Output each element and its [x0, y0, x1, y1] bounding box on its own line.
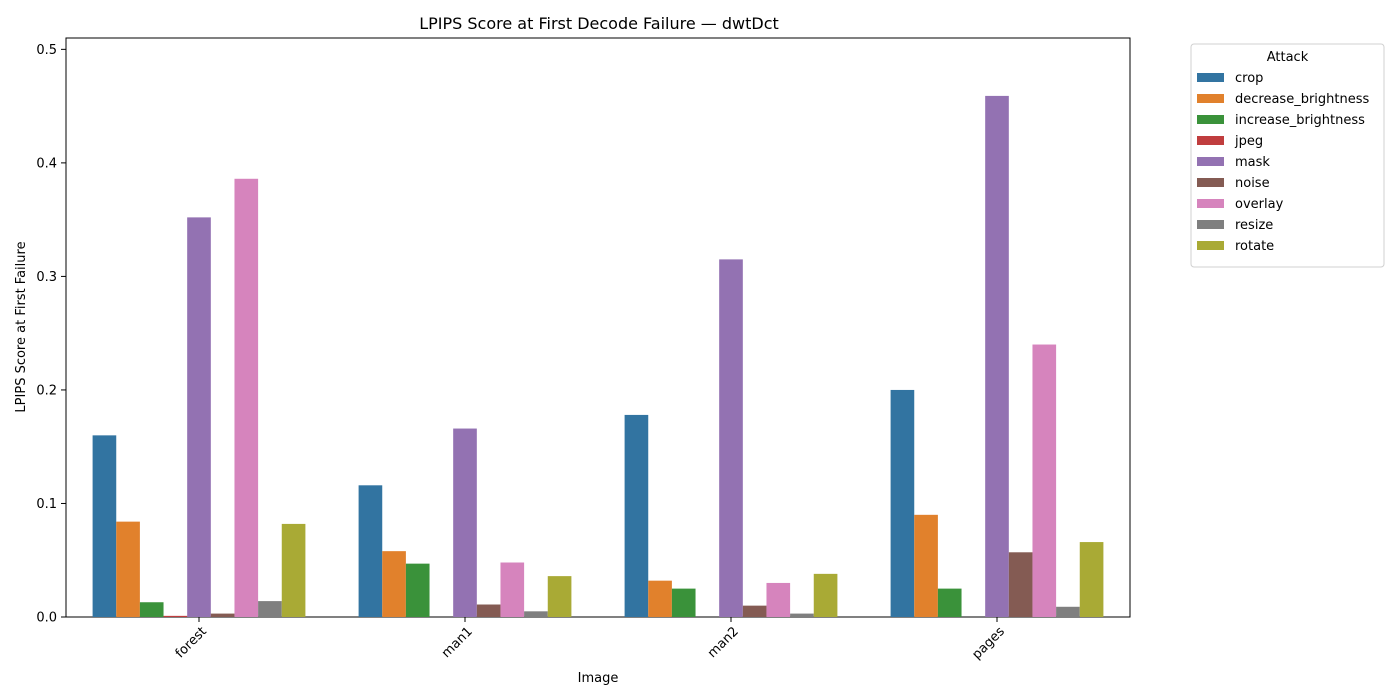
bar-noise-man1 [476, 604, 501, 617]
bar-crop-pages [890, 389, 915, 617]
x-axis-label: Image [578, 671, 619, 686]
y-tick-label: 0.3 [36, 270, 57, 285]
legend-label-crop: crop [1235, 71, 1263, 86]
bar-rotate-man1 [547, 576, 572, 617]
bar-decrease_brightness-forest [116, 521, 140, 617]
legend-swatch-rotate [1197, 241, 1224, 250]
legend-swatch-mask [1197, 157, 1224, 166]
legend-title: Attack [1267, 50, 1309, 65]
legend-swatch-resize [1197, 220, 1224, 229]
bar-overlay-forest [234, 178, 259, 617]
y-tick-label: 0.4 [36, 156, 57, 171]
legend-swatch-jpeg [1197, 136, 1224, 145]
bar-rotate-pages [1079, 542, 1104, 617]
bar-mask-man1 [453, 428, 477, 617]
legend-swatch-overlay [1197, 199, 1224, 208]
bar-crop-man2 [624, 414, 649, 617]
bar-rotate-forest [281, 523, 306, 617]
y-tick-label: 0.0 [36, 611, 57, 626]
y-tick-label: 0.5 [36, 43, 57, 58]
bar-resize-forest [258, 601, 282, 617]
bar-overlay-man2 [766, 582, 791, 617]
bar-overlay-pages [1032, 344, 1057, 617]
legend-label-resize: resize [1235, 218, 1273, 233]
bar-noise-pages [1008, 552, 1033, 617]
x-tick-label: man2 [705, 624, 742, 661]
legend-label-overlay: overlay [1235, 197, 1284, 212]
bar-resize-man2 [790, 613, 814, 617]
legend-label-jpeg: jpeg [1234, 134, 1263, 149]
x-tick-label: pages [969, 624, 1008, 663]
bar-jpeg-forest [163, 615, 188, 617]
y-axis-label: LPIPS Score at First Failure [14, 241, 29, 412]
bar-crop-forest [92, 435, 117, 617]
bar-noise-man2 [742, 605, 767, 617]
bar-resize-man1 [524, 611, 548, 617]
y-tick-label: 0.2 [36, 383, 57, 398]
bar-noise-forest [210, 613, 235, 617]
bar-rotate-man2 [813, 573, 838, 617]
legend: Attack crop decrease_brightness increase_br… [1190, 43, 1385, 268]
bar-increase_brightness-pages [937, 588, 962, 617]
x-tick-label: man1 [439, 624, 476, 661]
legend-box [1190, 43, 1385, 268]
legend-label-increase_brightness: increase_brightness [1235, 113, 1365, 128]
bar-increase_brightness-forest [139, 602, 164, 617]
bar-mask-man2 [719, 259, 743, 617]
x-tick-label: forest [173, 624, 210, 661]
bar-overlay-man1 [500, 562, 525, 617]
plot-area: 0.0 0.1 0.2 0.3 0.4 0.5 forest man1 man2 pages [36, 37, 1131, 663]
legend-label-rotate: rotate [1235, 239, 1274, 254]
bar-resize-pages [1056, 606, 1080, 617]
bar-crop-man1 [358, 485, 383, 617]
bar-decrease_brightness-man1 [382, 551, 406, 617]
bar-decrease_brightness-pages [914, 514, 938, 617]
bar-decrease_brightness-man2 [648, 580, 672, 617]
y-tick-label: 0.1 [36, 497, 57, 512]
bar-increase_brightness-man1 [405, 563, 430, 617]
legend-label-noise: noise [1235, 176, 1270, 191]
plot-frame [65, 37, 1131, 618]
legend-swatch-decrease_brightness [1197, 94, 1224, 103]
legend-label-decrease_brightness: decrease_brightness [1235, 92, 1369, 107]
chart-title: LPIPS Score at First Decode Failure — dw… [419, 14, 779, 33]
bar-mask-pages [985, 95, 1009, 617]
bar-mask-forest [187, 217, 211, 617]
legend-label-mask: mask [1235, 155, 1270, 170]
bar-increase_brightness-man2 [671, 588, 696, 617]
legend-swatch-noise [1197, 178, 1224, 187]
legend-swatch-increase_brightness [1197, 115, 1224, 124]
legend-swatch-crop [1197, 73, 1224, 82]
